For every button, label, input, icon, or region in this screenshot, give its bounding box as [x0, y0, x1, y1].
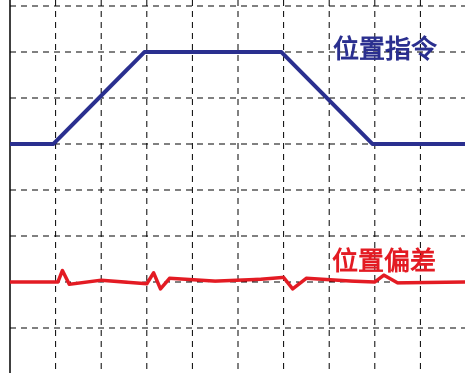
grid	[10, 0, 465, 373]
series-line-error	[10, 268, 465, 291]
series-label-command: 位置指令	[333, 34, 438, 65]
traces	[10, 50, 465, 291]
series-label-error: 位置偏差	[332, 246, 436, 277]
series-line-command	[10, 50, 465, 146]
